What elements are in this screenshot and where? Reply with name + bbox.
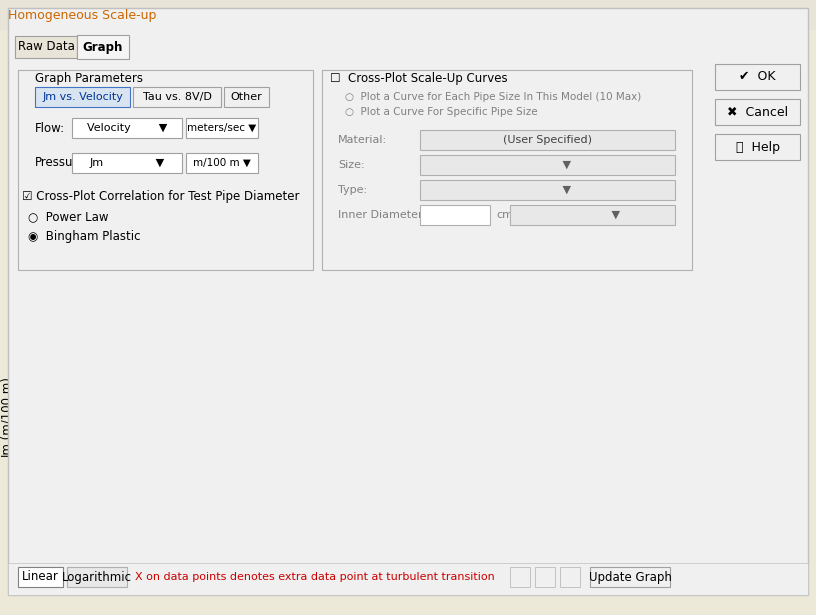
- Legend: 20.3 cm, Bingham Plastic: 20.3 cm, Bingham Plastic: [530, 288, 657, 323]
- Text: X: X: [578, 354, 587, 367]
- Text: X on data points denotes extra data point at turbulent transition: X on data points denotes extra data poin…: [135, 572, 494, 582]
- Text: Pressure:: Pressure:: [35, 156, 90, 170]
- Text: ✔  OK: ✔ OK: [739, 71, 776, 84]
- Text: ☑ Cross-Plot Correlation for Test Pipe Diameter: ☑ Cross-Plot Correlation for Test Pipe D…: [22, 190, 299, 203]
- Text: Graph Parameters: Graph Parameters: [35, 72, 143, 85]
- Text: Type:: Type:: [338, 185, 367, 195]
- Text: ▼: ▼: [565, 210, 619, 220]
- Text: ▼: ▼: [524, 160, 571, 170]
- Text: Logarithmic: Logarithmic: [62, 571, 132, 584]
- Text: ☐  Cross-Plot Scale-Up Curves: ☐ Cross-Plot Scale-Up Curves: [330, 72, 508, 85]
- Text: ○  Power Law: ○ Power Law: [28, 210, 109, 223]
- Text: Jm vs. Velocity: Jm vs. Velocity: [42, 92, 123, 102]
- Text: Jm               ▼: Jm ▼: [90, 158, 165, 168]
- Text: Velocity        ▼: Velocity ▼: [86, 123, 167, 133]
- Text: m/100 m ▼: m/100 m ▼: [193, 158, 251, 168]
- Text: Flow:: Flow:: [35, 122, 65, 135]
- Text: Size:: Size:: [338, 160, 365, 170]
- X-axis label: Velocity (meters/sec): Velocity (meters/sec): [314, 579, 440, 593]
- Text: ○  Plot a Curve for Each Pipe Size In This Model (10 Max): ○ Plot a Curve for Each Pipe Size In Thi…: [345, 92, 641, 102]
- Text: Tau vs. 8V/D: Tau vs. 8V/D: [143, 92, 211, 102]
- Text: ✖  Cancel: ✖ Cancel: [727, 106, 788, 119]
- Text: cm: cm: [496, 210, 513, 220]
- Text: ❓  Help: ❓ Help: [735, 140, 779, 154]
- Text: ▼: ▼: [524, 185, 571, 195]
- Text: (User Specified): (User Specified): [503, 135, 592, 145]
- Text: Material:: Material:: [338, 135, 387, 145]
- Text: Graph: Graph: [82, 41, 123, 54]
- Y-axis label: Jm (m/100 m): Jm (m/100 m): [1, 377, 14, 458]
- Text: Other: Other: [231, 92, 263, 102]
- Text: meters/sec ▼: meters/sec ▼: [188, 123, 256, 133]
- Text: Homogeneous Scale-up: Homogeneous Scale-up: [8, 9, 157, 22]
- Text: Linear: Linear: [22, 571, 59, 584]
- Text: Raw Data: Raw Data: [18, 41, 74, 54]
- Text: Inner Diameter:: Inner Diameter:: [338, 210, 426, 220]
- Text: ○  Plot a Curve For Specific Pipe Size: ○ Plot a Curve For Specific Pipe Size: [345, 107, 538, 117]
- Text: Update Graph: Update Graph: [588, 571, 672, 584]
- Text: ◉  Bingham Plastic: ◉ Bingham Plastic: [28, 230, 140, 243]
